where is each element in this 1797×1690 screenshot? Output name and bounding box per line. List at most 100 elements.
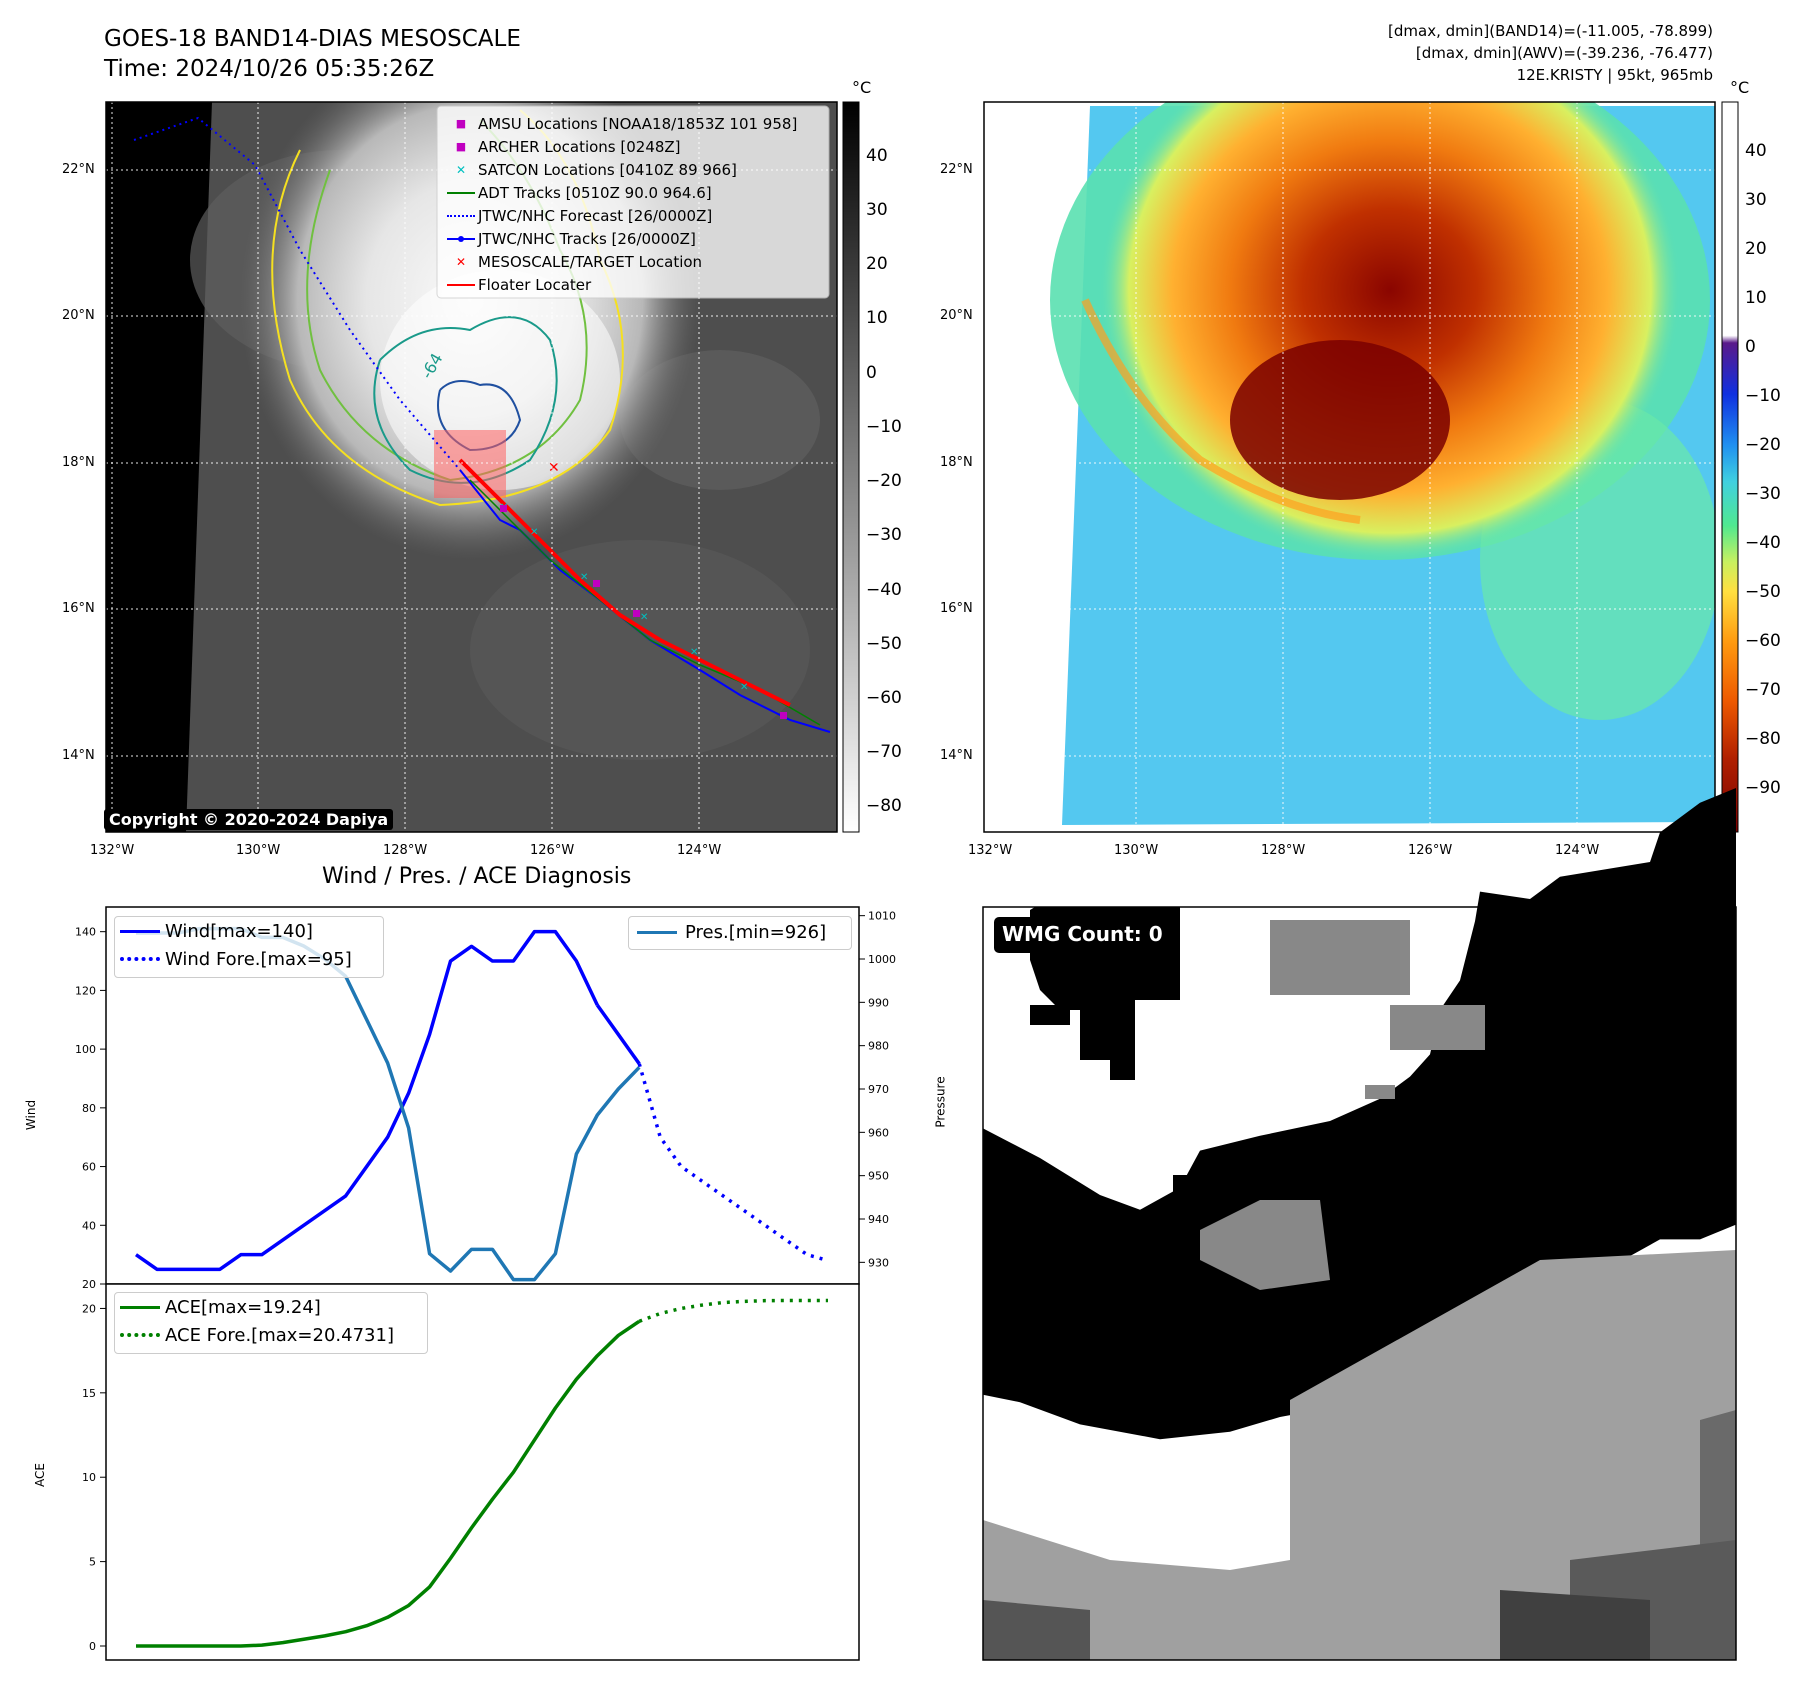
stats-line1: [dmax, dmin](BAND14)=(-11.005, -78.899) [1388, 22, 1713, 40]
ir-cb-tick: 20 [866, 254, 888, 274]
amsu-markers [500, 505, 787, 719]
wv-lat-16: 16°N [940, 601, 973, 616]
dot-line-icon [444, 235, 478, 242]
pres-ytick-label: 940 [868, 1213, 889, 1226]
ir-cb-tick: 0 [866, 363, 877, 383]
wv-cb-tick: −40 [1745, 533, 1781, 553]
wmg-count-label: WMG Count: 0 [1002, 922, 1163, 946]
wind-series-line [595, 1004, 641, 1065]
svg-text:✕: ✕ [740, 682, 748, 693]
ir-cb-tick: −20 [866, 471, 902, 491]
wind-axis-label: Wind [24, 1099, 39, 1131]
ace-ytick-label: 0 [89, 1640, 96, 1653]
wv-cb-tick: −50 [1745, 582, 1781, 602]
wind-ytick-label: 120 [75, 984, 96, 997]
wv-cb-tick: −30 [1745, 484, 1781, 504]
legend-satcon: ✕ SATCON Locations [0410Z 89 966] [444, 158, 830, 181]
ace-series-line [136, 1319, 641, 1648]
wv-map-image [984, 102, 1715, 832]
pres-legend: Pres.[min=926] [628, 916, 852, 950]
legend-amsu: ■ AMSU Locations [NOAA18/1853Z 101 958] [444, 112, 830, 135]
ir-cb-tick: 30 [866, 200, 888, 220]
ir-cb-tick: 10 [866, 308, 888, 328]
dotted-line-icon [115, 957, 165, 961]
ace-ytick-label: 15 [82, 1387, 96, 1400]
wv-lon-126: 126°W [1408, 843, 1453, 858]
wv-cb-tick: 10 [1745, 288, 1767, 308]
ir-lon-132: 132°W [90, 843, 135, 858]
dotted-line-icon [115, 1333, 165, 1337]
dotted-line-icon [444, 214, 478, 217]
ir-cb-tick: −30 [866, 525, 902, 545]
ace-ytick-label: 20 [82, 1302, 96, 1315]
legend-target: ✕ MESOSCALE/TARGET Location [444, 250, 830, 273]
wind-ytick-label: 20 [82, 1278, 96, 1291]
legend-archer: ■ ARCHER Locations [0248Z] [444, 135, 830, 158]
pres-ytick-label: 990 [868, 996, 889, 1009]
stats-line2: [dmax, dmin](AWV)=(-39.236, -76.477) [1415, 44, 1713, 62]
ace-legend-item: ACE[max=19.24] [115, 1293, 427, 1321]
wv-cb-tick: −80 [1745, 729, 1781, 749]
wv-cb-tick: 0 [1745, 337, 1756, 357]
wv-lon-132: 132°W [968, 843, 1013, 858]
ir-cb-tick: −60 [866, 688, 902, 708]
legend-adt: ADT Tracks [0510Z 90.0 964.6] [444, 181, 830, 204]
wv-lon-130: 130°W [1114, 843, 1159, 858]
pres-ytick-label: 930 [868, 1256, 889, 1269]
ir-lon-124: 124°W [677, 843, 722, 858]
solid-line-icon [629, 930, 685, 934]
wmg-panel [982, 788, 1737, 1661]
diagnosis-title: Wind / Pres. / ACE Diagnosis [322, 864, 632, 889]
ir-unit: °C [852, 78, 872, 97]
wind-ytick-label: 60 [82, 1161, 96, 1174]
ace-ytick-label: 10 [82, 1471, 96, 1484]
stats-line3: 12E.KRISTY | 95kt, 965mb [1516, 66, 1713, 84]
ir-legend [436, 105, 830, 299]
pres-ytick-label: 970 [868, 1083, 889, 1096]
wv-unit: °C [1730, 78, 1750, 97]
ir-lat-18: 18°N [62, 455, 95, 470]
copyright-badge: Copyright © 2020-2024 Dapiya [104, 809, 394, 830]
ace-legend: ACE[max=19.24] ACE Fore.[max=20.4731] [114, 1292, 428, 1354]
ir-lon-126: 126°W [530, 843, 575, 858]
ir-lon-130: 130°W [236, 843, 281, 858]
ir-cb-tick: 40 [866, 146, 888, 166]
ace-fore-legend-item: ACE Fore.[max=20.4731] [115, 1321, 427, 1349]
wv-lat-14: 14°N [940, 748, 973, 763]
wv-cb-tick: −70 [1745, 680, 1781, 700]
ir-cb-tick: −70 [866, 742, 902, 762]
pres-ytick-label: 950 [868, 1170, 889, 1183]
wind-fore-legend-item: Wind Fore.[max=95] [115, 945, 383, 973]
ir-colorbar [842, 101, 860, 833]
wv-gridlines [984, 102, 1715, 832]
wind-ytick-label: 40 [82, 1219, 96, 1232]
ir-lat-14: 14°N [62, 748, 95, 763]
wv-cb-tick: 30 [1745, 190, 1767, 210]
wind-legend-item: Wind[max=140] [115, 917, 383, 945]
legend-jtwc-tracks: JTWC/NHC Tracks [26/0000Z] [444, 227, 830, 250]
pres-ytick-label: 980 [868, 1040, 889, 1053]
wind-ytick-label: 140 [75, 926, 96, 939]
ir-cb-tick: −40 [866, 580, 902, 600]
ace-ytick-label: 5 [89, 1556, 96, 1569]
legend-floater: Floater Locater [444, 273, 830, 296]
solid-line-icon [115, 929, 165, 933]
jtwc-forecast-line [133, 116, 461, 471]
ir-lat-16: 16°N [62, 601, 95, 616]
wv-cb-tick: −20 [1745, 435, 1781, 455]
wv-lon-124: 124°W [1555, 843, 1600, 858]
title-line1: GOES-18 BAND14-DIAS MESOSCALE [104, 26, 521, 52]
wv-lon-128: 128°W [1261, 843, 1306, 858]
title-line2: Time: 2024/10/26 05:35:26Z [104, 56, 435, 82]
ir-cb-tick: −80 [866, 796, 902, 816]
ir-cb-tick: −10 [866, 417, 902, 437]
ir-legend-entries: ■ AMSU Locations [NOAA18/1853Z 101 958] … [444, 112, 830, 296]
wv-cb-tick: −90 [1745, 778, 1781, 798]
legend-jtwc-forecast: JTWC/NHC Forecast [26/0000Z] [444, 204, 830, 227]
x-marker-icon: ✕ [455, 162, 467, 177]
ir-lon-128: 128°W [383, 843, 428, 858]
line-marker-icon [444, 191, 478, 194]
square-marker-icon: ■ [455, 117, 467, 130]
wv-lat-22: 22°N [940, 162, 973, 177]
